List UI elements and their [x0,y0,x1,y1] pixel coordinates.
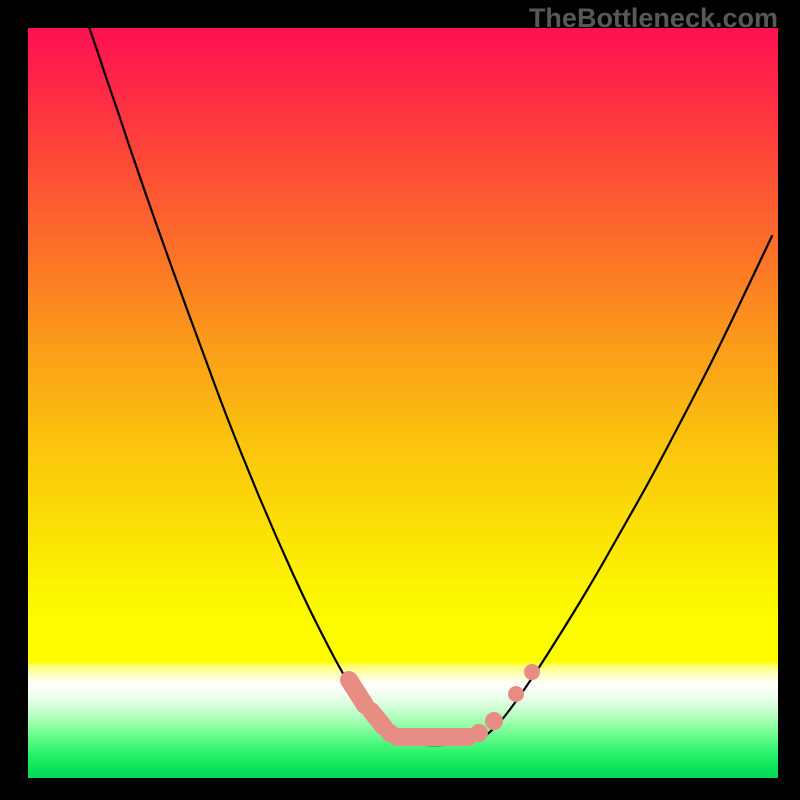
gradient-background [28,28,778,778]
marker-dot [508,686,524,702]
plot-area [28,28,778,778]
marker-dot [470,724,488,742]
chart-root: TheBottleneck.com [0,0,800,800]
marker-dot [485,712,503,730]
watermark-text: TheBottleneck.com [529,3,778,34]
marker-pill [371,711,384,727]
marker-dot [524,664,540,680]
chart-svg [28,28,778,778]
